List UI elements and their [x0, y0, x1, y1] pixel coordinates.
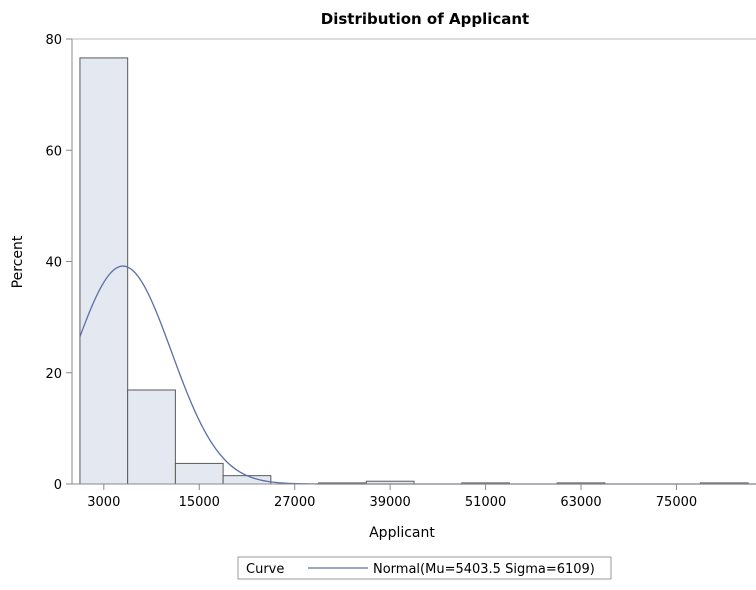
legend-box: [237, 556, 612, 580]
histogram-bar: [222, 475, 272, 485]
x-tick-label: 63000: [560, 495, 601, 510]
legend-entry: Normal(Mu=5403.5 Sigma=6109): [373, 562, 595, 577]
normal-curve: [79, 265, 756, 485]
x-axis-ticks: 3000 15000 27000 39000 51000 63000 75000: [87, 484, 697, 510]
y-tick-label: 20: [45, 367, 62, 382]
x-tick-label: 75000: [656, 495, 697, 510]
histogram-bar: [174, 462, 224, 485]
x-tick-label: 39000: [369, 495, 410, 510]
legend-title: Curve: [246, 562, 284, 577]
y-tick-label: 60: [45, 144, 62, 159]
y-axis-label: Percent: [10, 235, 26, 288]
x-tick-label: 27000: [274, 495, 315, 510]
x-tick-label: 51000: [465, 495, 506, 510]
x-axis-label: Applicant: [369, 525, 435, 541]
legend: Curve Normal(Mu=5403.5 Sigma=6109): [237, 556, 612, 580]
histogram-bar: [127, 389, 176, 485]
y-axis-ticks: 0 20 40 60 80: [45, 33, 72, 493]
y-tick-label: 40: [45, 256, 62, 271]
histogram-bars: [79, 57, 749, 485]
y-tick-label: 0: [54, 478, 62, 493]
histogram-bar: [79, 57, 129, 485]
chart-title: Distribution of Applicant: [321, 10, 529, 28]
x-tick-label: 15000: [179, 495, 220, 510]
x-tick-label: 3000: [87, 495, 120, 510]
y-tick-label: 80: [45, 33, 62, 48]
